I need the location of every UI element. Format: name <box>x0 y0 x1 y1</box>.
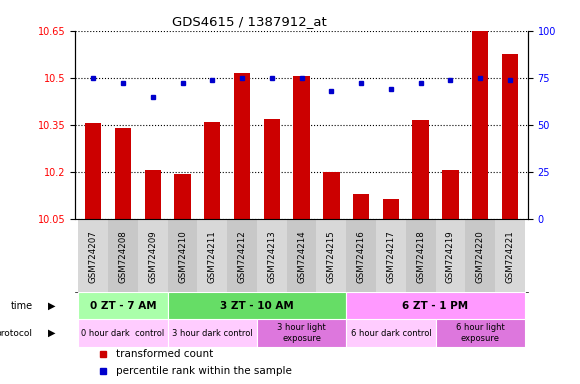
Text: GSM724218: GSM724218 <box>416 230 425 283</box>
Text: GSM724207: GSM724207 <box>89 230 98 283</box>
Text: GSM724216: GSM724216 <box>357 230 365 283</box>
Bar <box>204 122 220 219</box>
Bar <box>257 319 346 347</box>
Bar <box>353 194 369 219</box>
Text: GSM724214: GSM724214 <box>297 230 306 283</box>
Bar <box>323 172 339 219</box>
Bar <box>346 292 525 319</box>
Bar <box>442 170 459 219</box>
Text: GSM724219: GSM724219 <box>446 230 455 283</box>
Text: time: time <box>10 301 32 311</box>
Bar <box>264 119 280 219</box>
Bar <box>175 174 191 219</box>
Text: GSM724209: GSM724209 <box>148 230 157 283</box>
Bar <box>406 219 436 292</box>
Bar <box>78 319 168 347</box>
Bar <box>85 123 101 219</box>
Bar <box>138 219 168 292</box>
Bar <box>168 319 257 347</box>
Text: percentile rank within the sample: percentile rank within the sample <box>116 366 292 376</box>
Bar <box>346 219 376 292</box>
Bar <box>346 319 436 347</box>
Bar <box>257 219 287 292</box>
Bar <box>412 120 429 219</box>
Bar <box>383 199 399 219</box>
Bar <box>502 54 518 219</box>
Bar <box>293 76 310 219</box>
Text: GSM724213: GSM724213 <box>267 230 276 283</box>
Bar <box>168 219 197 292</box>
Text: GSM724221: GSM724221 <box>505 230 514 283</box>
Text: 3 hour light
exposure: 3 hour light exposure <box>277 323 326 343</box>
Text: GSM724211: GSM724211 <box>208 230 217 283</box>
Bar <box>108 219 138 292</box>
Bar <box>376 219 406 292</box>
Bar <box>436 219 465 292</box>
Text: GSM724220: GSM724220 <box>476 230 485 283</box>
Bar <box>317 219 346 292</box>
Text: GSM724208: GSM724208 <box>118 230 128 283</box>
Text: 6 hour light
exposure: 6 hour light exposure <box>456 323 505 343</box>
Text: GSM724215: GSM724215 <box>327 230 336 283</box>
Text: 6 ZT - 1 PM: 6 ZT - 1 PM <box>403 301 469 311</box>
Bar <box>144 170 161 219</box>
Bar <box>234 73 250 219</box>
Text: 3 ZT - 10 AM: 3 ZT - 10 AM <box>220 301 294 311</box>
Bar <box>436 319 525 347</box>
Bar <box>115 128 131 219</box>
Bar <box>78 292 168 319</box>
Text: ▶: ▶ <box>48 301 55 311</box>
Text: ▶: ▶ <box>48 328 55 338</box>
Text: GSM724212: GSM724212 <box>238 230 246 283</box>
Bar <box>197 219 227 292</box>
Text: GSM724217: GSM724217 <box>386 230 396 283</box>
Text: GSM724210: GSM724210 <box>178 230 187 283</box>
Bar <box>227 219 257 292</box>
Text: transformed count: transformed count <box>116 349 213 359</box>
Bar <box>465 219 495 292</box>
Text: 3 hour dark control: 3 hour dark control <box>172 329 253 338</box>
Bar <box>168 292 346 319</box>
Text: protocol: protocol <box>0 329 32 338</box>
Bar <box>472 31 488 219</box>
Bar <box>78 219 108 292</box>
Text: 0 hour dark  control: 0 hour dark control <box>81 329 165 338</box>
Text: 6 hour dark control: 6 hour dark control <box>350 329 432 338</box>
Bar <box>495 219 525 292</box>
Bar <box>287 219 317 292</box>
Text: GDS4615 / 1387912_at: GDS4615 / 1387912_at <box>172 15 327 28</box>
Text: 0 ZT - 7 AM: 0 ZT - 7 AM <box>90 301 157 311</box>
